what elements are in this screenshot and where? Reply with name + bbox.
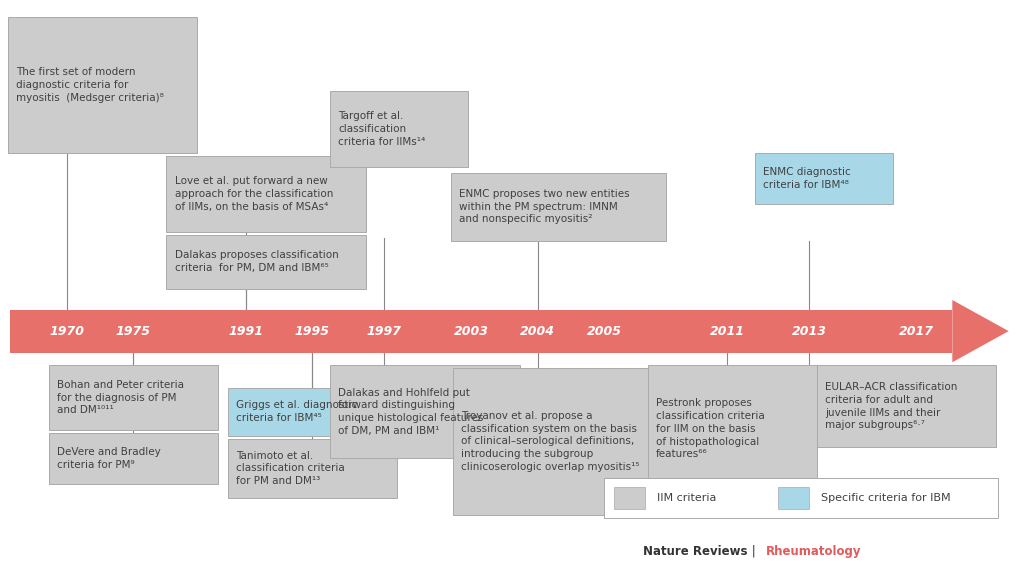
FancyBboxPatch shape [227, 439, 396, 498]
Text: 1970: 1970 [49, 325, 84, 337]
FancyBboxPatch shape [778, 487, 809, 509]
Text: Griggs et al. diagnostic
criteria for IBM⁴⁵: Griggs et al. diagnostic criteria for IB… [236, 400, 357, 423]
FancyBboxPatch shape [49, 433, 218, 484]
Text: Pestronk proposes
classification criteria
for IIM on the basis
of histopathologi: Pestronk proposes classification criteri… [655, 398, 765, 460]
FancyBboxPatch shape [614, 487, 645, 509]
Polygon shape [952, 300, 1009, 362]
Text: Dalakas and Hohlfeld put
forward distinguishing
unique histological features
of : Dalakas and Hohlfeld put forward disting… [338, 388, 483, 436]
FancyBboxPatch shape [330, 91, 469, 167]
FancyBboxPatch shape [8, 17, 197, 153]
Text: |: | [748, 544, 759, 558]
Polygon shape [10, 310, 952, 353]
FancyBboxPatch shape [817, 365, 995, 447]
Text: Love et al. put forward a new
approach for the classification
of IIMs, on the ba: Love et al. put forward a new approach f… [174, 176, 333, 212]
Text: 1997: 1997 [367, 325, 401, 337]
Text: Nature Reviews: Nature Reviews [643, 544, 748, 558]
Text: 2017: 2017 [899, 325, 934, 337]
Text: 1991: 1991 [228, 325, 263, 337]
Text: Specific criteria for IBM: Specific criteria for IBM [821, 493, 951, 503]
Text: Dalakas proposes classification
criteria  for PM, DM and IBM⁶⁵: Dalakas proposes classification criteria… [174, 250, 338, 273]
FancyBboxPatch shape [451, 173, 666, 241]
FancyBboxPatch shape [756, 153, 893, 204]
Text: DeVere and Bradley
criteria for PM⁹: DeVere and Bradley criteria for PM⁹ [57, 447, 161, 470]
FancyBboxPatch shape [454, 368, 664, 515]
FancyBboxPatch shape [166, 156, 367, 232]
Text: 2004: 2004 [520, 325, 555, 337]
Text: Bohan and Peter criteria
for the diagnosis of PM
and DM¹⁰¹¹: Bohan and Peter criteria for the diagnos… [57, 380, 184, 415]
FancyBboxPatch shape [647, 365, 817, 492]
FancyBboxPatch shape [227, 388, 396, 436]
Text: Rheumatology: Rheumatology [766, 544, 861, 558]
Text: ENMC diagnostic
criteria for IBM⁴⁸: ENMC diagnostic criteria for IBM⁴⁸ [764, 167, 851, 190]
Text: 2005: 2005 [587, 325, 622, 337]
Text: 2013: 2013 [792, 325, 826, 337]
Text: Targoff et al.
classification
criteria for IIMs¹⁴: Targoff et al. classification criteria f… [338, 111, 426, 147]
Text: Troyanov et al. propose a
classification system on the basis
of clinical–serolog: Troyanov et al. propose a classification… [462, 411, 640, 472]
FancyBboxPatch shape [330, 365, 520, 458]
Text: EULAR–ACR classification
criteria for adult and
juvenile IIMs and their
major su: EULAR–ACR classification criteria for ad… [825, 382, 957, 430]
Text: 1975: 1975 [116, 325, 151, 337]
Text: IIM criteria: IIM criteria [657, 493, 717, 503]
FancyBboxPatch shape [604, 478, 998, 518]
FancyBboxPatch shape [166, 235, 367, 289]
Text: 1995: 1995 [295, 325, 330, 337]
Text: The first set of modern
diagnostic criteria for
myositis  (Medsger criteria)⁸: The first set of modern diagnostic crite… [16, 67, 164, 102]
Text: Tanimoto et al.
classification criteria
for PM and DM¹³: Tanimoto et al. classification criteria … [236, 451, 345, 486]
FancyBboxPatch shape [49, 365, 218, 430]
Text: 2011: 2011 [710, 325, 744, 337]
Text: ENMC proposes two new entities
within the PM spectrum: IMNM
and nonspecific myos: ENMC proposes two new entities within th… [459, 189, 630, 224]
Text: 2003: 2003 [454, 325, 488, 337]
